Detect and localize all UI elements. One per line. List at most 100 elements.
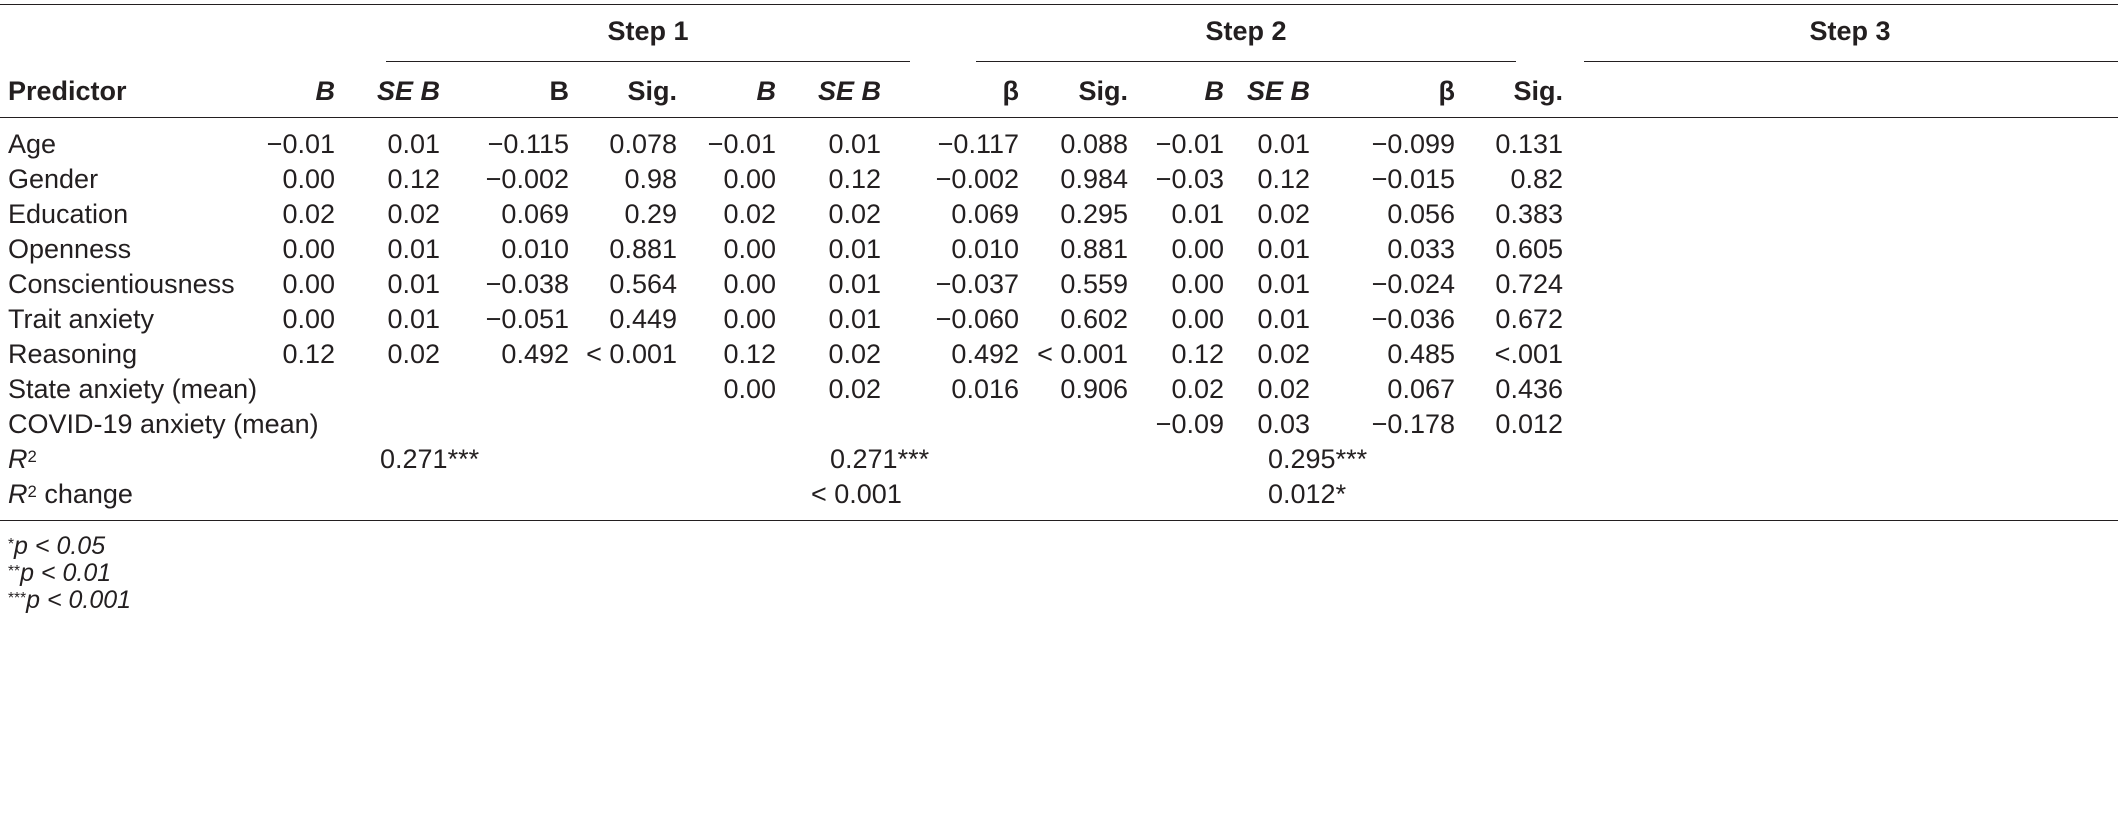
column-header: Β — [549, 76, 570, 106]
row-label: Trait anxiety — [8, 304, 155, 334]
table-cell: 0.088 — [1060, 129, 1128, 159]
table-cell: 0.984 — [1060, 164, 1128, 194]
footnote-stars: *** — [8, 589, 27, 607]
table-cell: 0.00 — [723, 374, 776, 404]
table-cell: 0.00 — [1171, 234, 1224, 264]
step-title: Step 2 — [1205, 16, 1287, 46]
table-cell: 0.03 — [1257, 409, 1310, 439]
table-cell: 0.12 — [282, 339, 335, 369]
table-cell: 0.485 — [1387, 339, 1455, 369]
table-cell: 0.02 — [723, 199, 776, 229]
table-cell: 0.00 — [282, 164, 335, 194]
column-header: B — [756, 76, 777, 106]
table-cell: < 0.001 — [1037, 339, 1128, 369]
step-title: Step 3 — [1809, 16, 1891, 46]
top-rule — [0, 4, 2118, 5]
table-cell: 0.01 — [1171, 199, 1224, 229]
step-title: Step 1 — [607, 16, 689, 46]
table-cell: 0.29 — [624, 199, 677, 229]
r-superscript: 2 — [27, 482, 37, 502]
table-cell: 0.067 — [1387, 374, 1455, 404]
r-symbol: R — [8, 444, 28, 474]
table-cell: −0.037 — [935, 269, 1019, 299]
footnote-text: p < 0.001 — [26, 586, 132, 614]
table-cell: 0.01 — [1257, 129, 1310, 159]
table-cell: 0.00 — [282, 269, 335, 299]
footnote-stars: ** — [8, 562, 21, 580]
table-cell: 0.00 — [723, 234, 776, 264]
table-cell: 0.383 — [1495, 199, 1563, 229]
table-cell: 0.98 — [624, 164, 677, 194]
table-cell: 0.01 — [828, 129, 881, 159]
r2-value: 0.271*** — [380, 444, 480, 474]
column-header: B — [315, 76, 336, 106]
table-cell: <.001 — [1494, 339, 1563, 369]
table-cell: 0.00 — [282, 234, 335, 264]
row-label: Reasoning — [8, 339, 138, 369]
column-header: Sig. — [1513, 76, 1563, 106]
table-cell: 0.605 — [1495, 234, 1563, 264]
table-cell: 0.12 — [1257, 164, 1310, 194]
table-cell: −0.09 — [1155, 409, 1224, 439]
r-superscript: 2 — [27, 447, 37, 467]
table-cell: −0.060 — [935, 304, 1019, 334]
row-label: COVID-19 anxiety (mean) — [8, 409, 319, 439]
table-cell: 0.016 — [951, 374, 1019, 404]
table-cell: 0.01 — [828, 304, 881, 334]
table-cell: 0.02 — [828, 374, 881, 404]
table-cell: 0.12 — [1171, 339, 1224, 369]
table-cell: 0.436 — [1495, 374, 1563, 404]
table-cell: 0.602 — [1060, 304, 1128, 334]
row-label: Age — [8, 129, 57, 159]
table-cell: −0.178 — [1371, 409, 1455, 439]
table-cell: 0.056 — [1387, 199, 1455, 229]
table-cell: 0.01 — [387, 234, 440, 264]
table-cell: −0.03 — [1155, 164, 1224, 194]
table-cell: 0.033 — [1387, 234, 1455, 264]
column-header: B — [1204, 76, 1225, 106]
table-cell: 0.564 — [609, 269, 677, 299]
table-cell: −0.036 — [1371, 304, 1455, 334]
table-cell: −0.038 — [485, 269, 569, 299]
table-cell: 0.069 — [951, 199, 1019, 229]
footnote: **p < 0.01 — [8, 558, 111, 588]
table-cell: 0.01 — [387, 304, 440, 334]
table-cell: 0.12 — [828, 164, 881, 194]
table-cell: 0.00 — [723, 304, 776, 334]
table-cell: 0.02 — [828, 339, 881, 369]
table-cell: 0.12 — [723, 339, 776, 369]
column-header: SE B — [817, 76, 881, 106]
table-cell: −0.024 — [1371, 269, 1455, 299]
table-cell: 0.02 — [1257, 339, 1310, 369]
table-cell: 0.131 — [1495, 129, 1563, 159]
table-cell: 0.881 — [1060, 234, 1128, 264]
table-cell: 0.01 — [387, 269, 440, 299]
column-header: SE B — [376, 76, 440, 106]
table-cell: 0.82 — [1510, 164, 1563, 194]
table-cell: 0.02 — [1257, 374, 1310, 404]
table-cell: 0.01 — [1257, 304, 1310, 334]
r2-change-value: 0.012* — [1268, 479, 1347, 509]
table-cell: 0.01 — [1257, 234, 1310, 264]
table-cell: 0.02 — [1257, 199, 1310, 229]
r2-value: 0.295*** — [1268, 444, 1368, 474]
table-cell: 0.672 — [1495, 304, 1563, 334]
table-cell: 0.00 — [723, 164, 776, 194]
header-rule — [0, 117, 2118, 118]
table-cell: 0.02 — [828, 199, 881, 229]
table-cell: −0.01 — [707, 129, 776, 159]
table-cell: −0.01 — [266, 129, 335, 159]
table-cell: −0.115 — [487, 129, 569, 159]
table-cell: 0.078 — [609, 129, 677, 159]
table-cell: 0.010 — [501, 234, 569, 264]
table-cell: 0.449 — [609, 304, 677, 334]
column-header: β — [1002, 76, 1019, 106]
table-cell: 0.02 — [387, 339, 440, 369]
table-cell: −0.015 — [1371, 164, 1455, 194]
row-label: Openness — [8, 234, 132, 264]
row-label: State anxiety (mean) — [8, 374, 258, 404]
bottom-rule — [0, 520, 2118, 521]
table-cell: 0.492 — [951, 339, 1019, 369]
table-cell: −0.002 — [935, 164, 1019, 194]
footnote: ***p < 0.001 — [8, 585, 131, 615]
